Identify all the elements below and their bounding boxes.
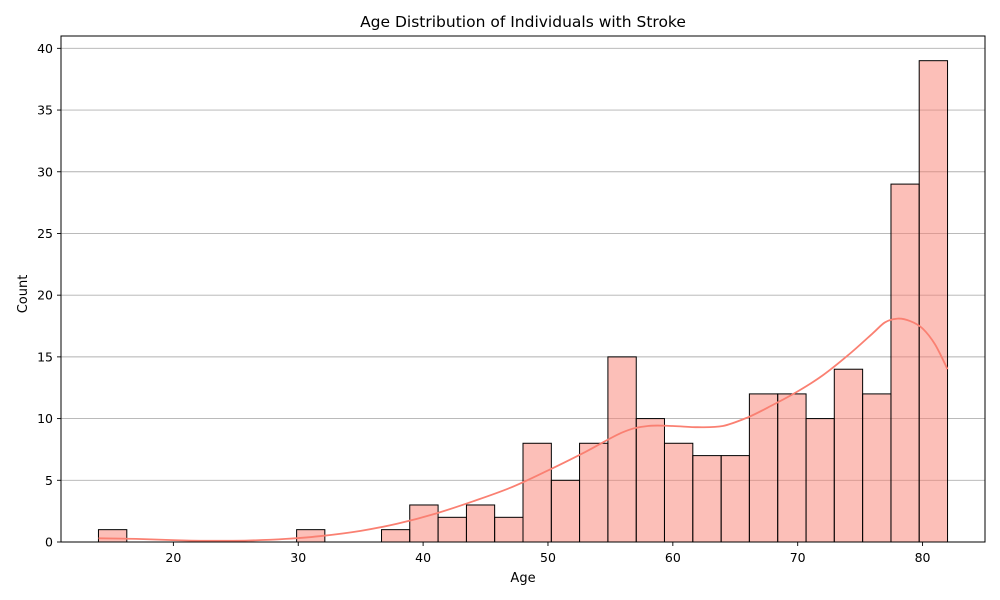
y-tick-label: 15 xyxy=(37,349,53,364)
y-tick-label: 40 xyxy=(37,41,53,56)
y-tick-label: 0 xyxy=(45,535,53,550)
x-tick-label: 50 xyxy=(540,550,556,565)
histogram-bar xyxy=(579,442,609,543)
histogram-bar xyxy=(97,529,128,543)
histogram-bar xyxy=(381,529,411,543)
histogram-bar xyxy=(918,60,949,543)
histogram-bar xyxy=(777,393,807,543)
histogram-bar xyxy=(437,516,467,543)
x-tick-label: 40 xyxy=(415,550,431,565)
x-tick-label: 80 xyxy=(915,550,931,565)
y-tick-label: 25 xyxy=(37,226,53,241)
histogram-bar xyxy=(748,393,779,543)
x-tick-label: 70 xyxy=(790,550,806,565)
y-tick-label: 10 xyxy=(37,411,53,426)
plot-frame xyxy=(60,35,986,543)
histogram-bar xyxy=(465,504,496,543)
histogram-bar xyxy=(663,442,694,543)
y-tick-label: 20 xyxy=(37,288,53,303)
histogram-bar xyxy=(890,183,920,543)
x-axis-ticks: 20 30 40 50 60 70 80 xyxy=(165,542,931,565)
y-tick-label: 35 xyxy=(37,103,53,118)
y-tick-label: 30 xyxy=(37,164,53,179)
histogram-bar xyxy=(550,479,581,543)
x-tick-label: 60 xyxy=(665,550,681,565)
histogram-bar xyxy=(494,516,524,543)
chart-title: Age Distribution of Individuals with Str… xyxy=(360,13,686,31)
y-tick-label: 5 xyxy=(45,473,53,488)
histogram-bar xyxy=(833,368,864,543)
y-axis-ticks: 0 5 10 15 20 25 30 35 40 xyxy=(37,41,61,550)
x-axis-label: Age xyxy=(510,571,535,586)
kde-line xyxy=(98,317,949,542)
histogram-bar xyxy=(805,418,835,543)
histogram-bar xyxy=(409,504,439,543)
histogram-bar xyxy=(720,455,750,543)
x-tick-label: 20 xyxy=(165,550,181,565)
histogram-bar xyxy=(635,418,665,543)
bars-layer xyxy=(97,60,949,543)
histogram-bar xyxy=(692,455,722,543)
histogram-bar xyxy=(862,393,892,543)
y-axis-label: Count xyxy=(16,275,31,314)
histogram-bar xyxy=(607,356,637,543)
x-tick-label: 30 xyxy=(290,550,306,565)
grid-layer xyxy=(61,47,985,543)
histogram-bar xyxy=(522,442,552,543)
